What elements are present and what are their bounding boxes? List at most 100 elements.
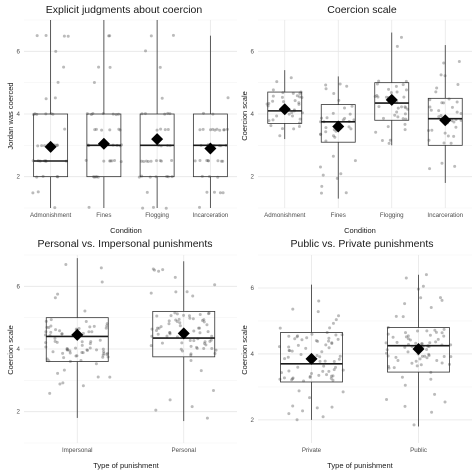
data-point: [188, 316, 192, 320]
data-point: [321, 173, 325, 177]
data-point: [49, 318, 53, 322]
data-point: [211, 127, 215, 131]
y-tick-label: 4: [251, 111, 255, 118]
data-point: [376, 95, 380, 99]
data-point: [386, 125, 390, 129]
data-point: [429, 306, 433, 310]
data-point: [89, 113, 93, 117]
data-point: [344, 191, 348, 195]
data-point: [337, 357, 341, 361]
data-point: [177, 317, 181, 321]
data-point: [297, 389, 301, 393]
data-point: [375, 82, 379, 86]
data-point: [300, 338, 304, 342]
data-point: [164, 206, 168, 210]
panel-title: Explicit judgments about coercion: [46, 4, 203, 16]
data-point: [154, 408, 158, 412]
data-point: [203, 340, 207, 344]
data-point: [55, 143, 59, 147]
data-point: [404, 79, 408, 83]
data-point: [456, 83, 460, 87]
box-iqr: [280, 332, 343, 383]
data-point: [322, 364, 326, 368]
mean-diamond: [439, 114, 452, 127]
data-point: [93, 128, 97, 132]
data-point: [180, 349, 184, 353]
data-point: [48, 391, 52, 395]
data-point: [455, 100, 459, 104]
data-point: [293, 99, 297, 103]
data-point: [308, 396, 312, 400]
mean-diamond: [305, 352, 318, 365]
data-point: [353, 159, 357, 163]
data-point: [427, 353, 431, 357]
data-point: [289, 76, 293, 80]
data-point: [286, 355, 290, 359]
data-point: [308, 375, 312, 379]
data-point: [399, 35, 403, 39]
data-point: [403, 383, 407, 387]
data-point: [345, 84, 349, 88]
data-point: [210, 334, 214, 338]
data-point: [293, 337, 297, 341]
data-point: [420, 342, 424, 346]
panel-title: Personal vs. Impersonal punishments: [37, 238, 212, 250]
data-point: [337, 314, 341, 318]
data-point: [295, 418, 299, 422]
data-point: [62, 34, 66, 38]
data-point: [110, 159, 114, 163]
data-point: [347, 125, 351, 129]
data-point: [406, 337, 410, 341]
data-point: [173, 311, 177, 315]
data-point: [318, 165, 322, 169]
data-point: [381, 116, 385, 120]
mean-diamond: [385, 93, 398, 106]
data-point: [434, 90, 438, 94]
data-point: [166, 111, 170, 115]
data-point: [104, 326, 108, 330]
data-point: [157, 269, 161, 273]
data-point: [108, 128, 112, 132]
data-point: [151, 205, 155, 209]
data-point: [94, 127, 98, 131]
y-tick-label: 2: [17, 409, 21, 416]
data-point: [189, 344, 193, 348]
data-point: [336, 337, 340, 341]
box-iqr: [33, 113, 69, 178]
data-point: [316, 310, 320, 314]
box-admonishment: [265, 70, 304, 140]
data-point: [207, 311, 211, 315]
data-point: [278, 134, 282, 138]
data-point: [454, 125, 458, 129]
data-point: [44, 341, 48, 345]
data-point: [271, 99, 275, 103]
data-point: [178, 324, 182, 328]
data-point: [182, 313, 186, 317]
data-point: [388, 138, 392, 142]
data-point: [414, 359, 418, 363]
data-point: [271, 88, 275, 92]
data-point: [56, 292, 60, 296]
data-point: [94, 362, 98, 366]
data-point: [208, 339, 212, 343]
data-point: [47, 325, 51, 329]
data-point: [327, 346, 331, 350]
mean-diamond: [71, 328, 84, 341]
data-point: [222, 128, 226, 132]
mean-diamond: [204, 142, 217, 155]
data-point: [216, 175, 220, 179]
data-point: [435, 86, 439, 90]
data-point: [287, 345, 291, 349]
data-point: [384, 95, 388, 99]
data-point: [68, 351, 72, 355]
data-point: [298, 117, 302, 121]
data-point: [213, 128, 217, 132]
y-axis-label: Jordan was coerced: [6, 82, 15, 149]
data-point: [453, 164, 457, 168]
y-axis-label: Coercion scale: [240, 91, 249, 141]
data-point: [330, 342, 334, 346]
data-point: [101, 347, 105, 351]
data-point: [394, 314, 398, 318]
data-point: [205, 323, 209, 327]
